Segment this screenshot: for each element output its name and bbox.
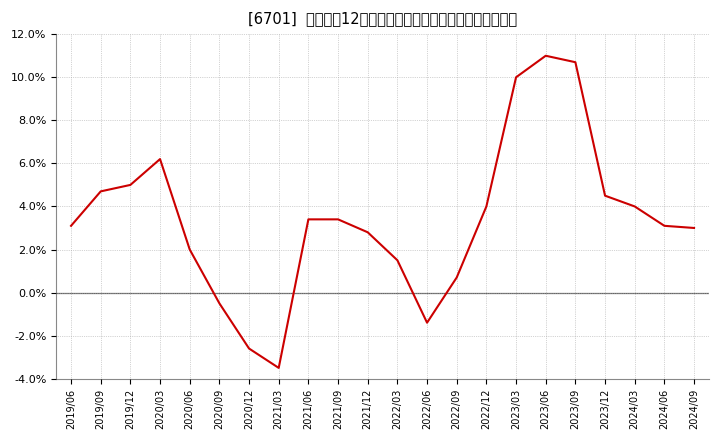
Title: [6701]  売上高の12か月移動合計の対前年同期増減率の推移: [6701] 売上高の12か月移動合計の対前年同期増減率の推移 — [248, 11, 517, 26]
